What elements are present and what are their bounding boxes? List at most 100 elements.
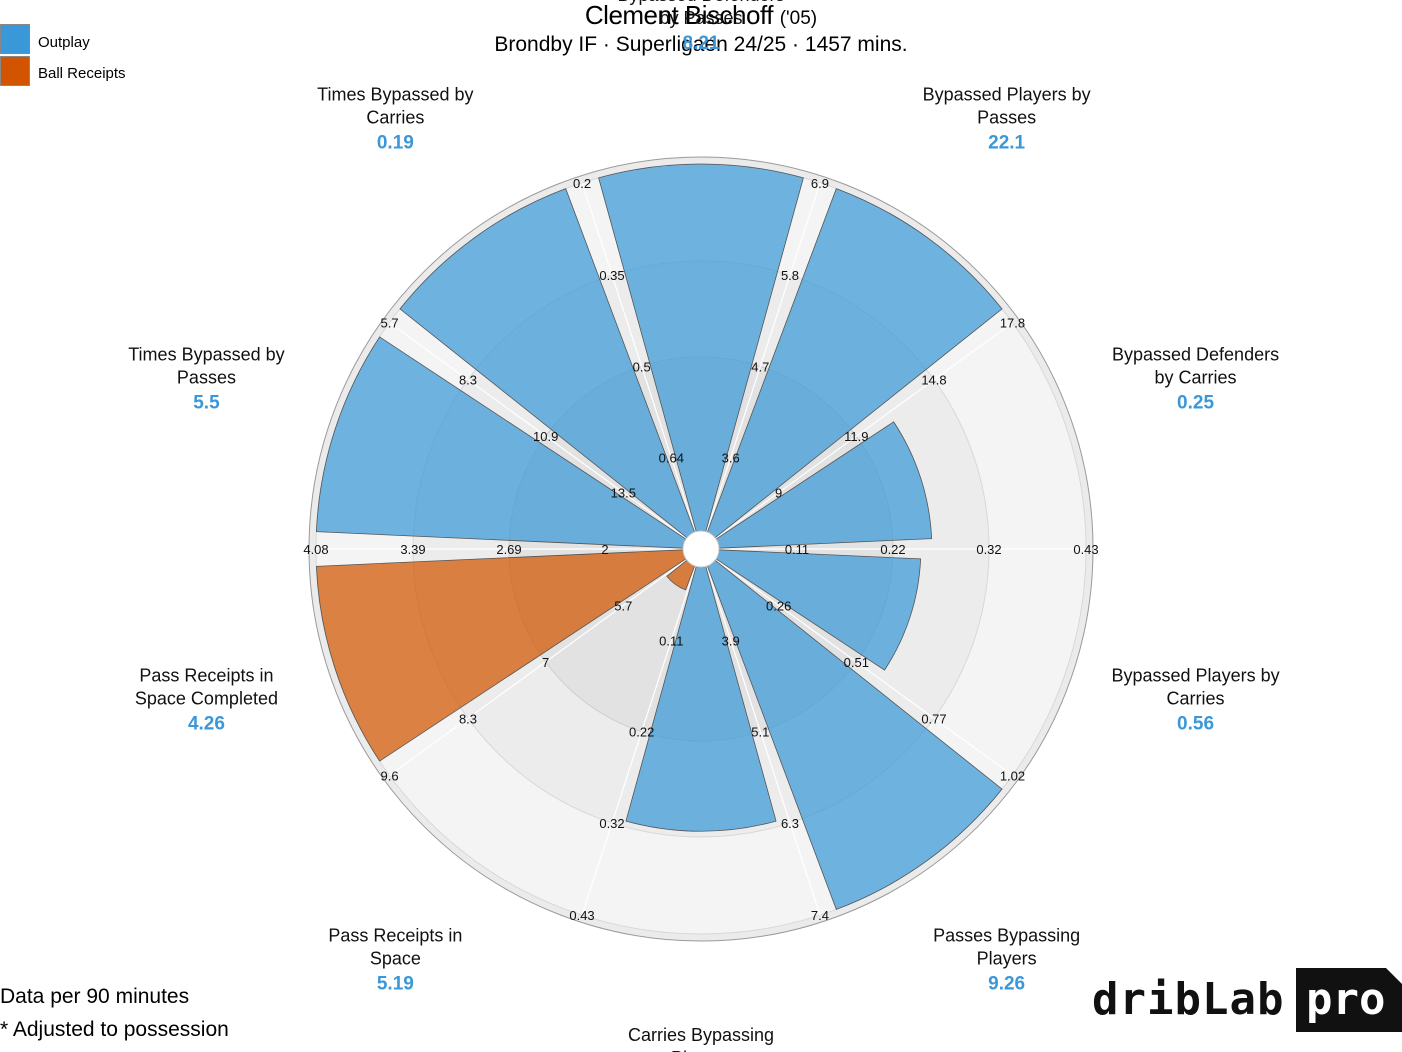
radar-tick-label: 17.8 xyxy=(1000,316,1025,331)
radar-spoke xyxy=(581,565,697,916)
radar-tick-label: 0.43 xyxy=(569,908,594,923)
radar-tick-label: 2.69 xyxy=(496,542,521,557)
radar-tick-label: 0.11 xyxy=(785,542,809,557)
radar-spoke xyxy=(389,559,687,776)
chart-title: Clement Bischoff ('05) xyxy=(0,0,1402,31)
category-name: Passes xyxy=(977,107,1036,127)
radar-center xyxy=(682,530,720,568)
footnote-possession: * Adjusted to possession xyxy=(0,1018,229,1041)
radar-category-label-5: Carries BypassingPlayers0.31 xyxy=(628,1025,774,1052)
category-name: Space Completed xyxy=(135,689,278,709)
radar-spoke xyxy=(389,322,687,539)
radar-tick-label: 9.6 xyxy=(380,768,398,783)
category-name: Passes Bypassing xyxy=(933,926,1080,946)
category-name: Carries xyxy=(366,107,424,127)
legend-label-ball-receipts: Ball Receipts xyxy=(38,65,126,82)
radar-spoke xyxy=(715,559,1013,776)
radar-tick-label: 0.22 xyxy=(880,542,905,557)
radar-tick-label: 0.26 xyxy=(766,598,791,613)
radar-tick-label: 9 xyxy=(775,486,782,501)
legend-swatch-ball-receipts xyxy=(0,56,30,86)
radar-category-label-0: Bypassed Defenders by Passes 8.21 xyxy=(617,0,784,54)
radar-tick-label: 0.32 xyxy=(599,816,624,831)
radar-tick-label: 3.6 xyxy=(722,451,740,466)
radar-tick-label: 0.35 xyxy=(599,268,624,283)
radar-tick-label: 6.9 xyxy=(811,176,829,191)
radar-tick-label: 1.02 xyxy=(1000,768,1025,783)
category-name: Bypassed Defenders xyxy=(1112,344,1279,364)
category-value: 0.25 xyxy=(1177,392,1214,413)
radar-tick-label: 8.3 xyxy=(459,373,477,388)
radar-tick-label: 0.64 xyxy=(659,451,684,466)
category-name: Pass Receipts in xyxy=(328,926,462,946)
category-value: 0.56 xyxy=(1177,714,1214,735)
radar-tick-label: 7 xyxy=(542,655,549,670)
category-value: 9.26 xyxy=(988,974,1025,995)
radar-tick-label: 3.39 xyxy=(400,542,425,557)
category-name: Pass Receipts in xyxy=(139,666,273,686)
category-name: Bypassed Players by xyxy=(923,84,1091,104)
radar-tick-label: 0.5 xyxy=(633,359,651,374)
radar-spoke xyxy=(705,565,821,916)
radar-category-label-8: Times Bypassed by Passes 5.5 xyxy=(128,344,284,413)
radar-tick-label: 0.77 xyxy=(921,711,946,726)
radar-tick-label: 0.2 xyxy=(573,176,591,191)
radar-tick-label: 5.8 xyxy=(781,268,799,283)
category-name: Bypassed Players by xyxy=(1112,666,1280,686)
category-value: 4.26 xyxy=(188,714,225,735)
category-name: Times Bypassed by xyxy=(128,344,284,364)
category-value: 5.19 xyxy=(377,974,414,995)
radar-tick-label: 5.7 xyxy=(614,598,632,613)
radar-category-label-4: Passes Bypassing Players 9.26 xyxy=(933,926,1080,995)
radar-category-label-2: Bypassed Defenders by Carries 0.25 xyxy=(1112,344,1279,413)
radar-bars xyxy=(315,163,1003,910)
radar-spoke xyxy=(705,182,821,533)
radar-tick-label: 4.08 xyxy=(303,542,328,557)
radar-tick-label: 10.9 xyxy=(533,429,558,444)
radar-tick-label: 8.3 xyxy=(459,711,477,726)
category-name: Bypassed Defenders xyxy=(617,0,784,5)
radar-tick-label: 13.5 xyxy=(611,486,636,501)
radar-category-label-6: Pass Receipts in Space 5.19 xyxy=(328,926,462,995)
category-name: Space xyxy=(370,949,421,969)
category-name: Players xyxy=(671,1048,731,1052)
driblab-pro-logo: dribLab pro xyxy=(1092,968,1402,1032)
legend-label-outplay: Outplay xyxy=(38,34,90,51)
category-name: Carries Bypassing xyxy=(628,1025,774,1045)
radar-category-label-9: Times Bypassed by Carries 0.19 xyxy=(317,84,473,153)
footnote-per-90: Data per 90 minutes xyxy=(0,985,190,1008)
chart-subtitle: Brondby IF · Superligaen 24/25 · 1457 mi… xyxy=(494,33,908,56)
category-name: by Carries xyxy=(1155,367,1237,387)
radar-tick-label: 0.43 xyxy=(1073,542,1098,557)
radar-tick-label: 0.51 xyxy=(844,655,869,670)
category-value: 5.5 xyxy=(193,392,220,413)
radar-tick-label: 4.7 xyxy=(751,359,769,374)
radar-tick-label: 0.11 xyxy=(659,633,683,648)
radar-tick-label: 11.9 xyxy=(844,429,868,444)
category-name: Players xyxy=(977,949,1037,969)
radar-category-label-3: Bypassed Players by Carries 0.56 xyxy=(1112,666,1280,735)
radar-tick-label: 7.4 xyxy=(811,908,829,923)
category-name: Passes xyxy=(177,367,236,387)
radar-tick-label: 2 xyxy=(601,542,608,557)
player-name: Clement Bischoff xyxy=(584,0,774,30)
category-value: 22.1 xyxy=(988,132,1025,153)
legend-swatch-outplay xyxy=(0,24,30,54)
radar-tick-label: 5.1 xyxy=(751,725,769,740)
category-name: Carries xyxy=(1167,689,1225,709)
category-value: 8.21 xyxy=(683,33,720,54)
radar-category-label-1: Bypassed Players by Passes 22.1 xyxy=(923,84,1091,153)
radar-tick-label: 0.22 xyxy=(629,725,654,740)
radar-tick-label: 5.7 xyxy=(380,316,398,331)
radar-category-label-7: Pass Receipts in Space Completed 4.26 xyxy=(135,666,278,735)
category-value: 0.19 xyxy=(377,132,414,153)
radar-tick-label: 3.9 xyxy=(722,633,740,648)
category-name: by Passes xyxy=(659,8,742,28)
radar-tick-label: 6.3 xyxy=(781,816,799,831)
category-name: Times Bypassed by xyxy=(317,84,473,104)
radar-spoke xyxy=(581,182,697,533)
player-tag: ('05) xyxy=(779,8,818,29)
